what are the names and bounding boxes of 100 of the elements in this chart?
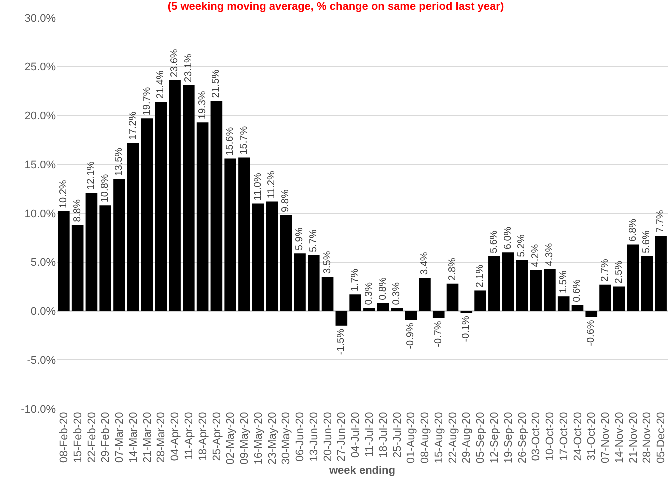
x-tick-label: 12-Sep-20	[488, 412, 501, 464]
data-label: 6.8%	[628, 218, 639, 242]
x-tick-label: 24-Oct-20	[572, 412, 584, 462]
bar	[391, 308, 404, 312]
x-tick-label: 04-Jul-20	[350, 412, 362, 458]
bar	[474, 290, 486, 312]
data-label: 4.3%	[544, 243, 556, 266]
data-label: 11.0%	[252, 173, 264, 201]
x-tick-label: 11-Jul-20	[364, 412, 376, 458]
x-tick-label: 20-Jun-20	[322, 412, 334, 462]
data-label: 15.6%	[225, 127, 236, 156]
bar	[210, 101, 223, 312]
bar	[294, 254, 306, 312]
y-tick-label: 25.0%	[24, 62, 56, 74]
x-tick-label: 15-Aug-20	[433, 412, 446, 464]
x-tick-label: 28-Mar-20	[156, 412, 168, 463]
x-tick-label: 25-Jul-20	[392, 412, 404, 458]
bar	[127, 143, 140, 312]
x-tick-label: 10-Oct-20	[544, 412, 557, 462]
data-label: 21.4%	[156, 70, 167, 100]
x-tick-label: 07-Mar-20	[114, 412, 126, 463]
data-label: 12.1%	[86, 162, 98, 190]
bar	[141, 118, 154, 312]
x-tick-label: 25-Apr-20	[211, 412, 224, 462]
y-tick-label: 20.0%	[24, 110, 56, 123]
bar	[641, 256, 654, 312]
bar	[238, 158, 250, 312]
bar	[627, 244, 640, 312]
x-tick-label: 07-Nov-20	[600, 412, 612, 464]
bar	[405, 311, 417, 320]
data-label: 0.3%	[392, 282, 403, 306]
y-tick-label: -10.0%	[21, 404, 56, 416]
chart-title: (5 weeking moving average, % change on same period last year)	[168, 1, 504, 14]
data-label: -0.7%	[433, 321, 444, 348]
bar	[350, 294, 362, 312]
data-label: 0.6%	[572, 279, 584, 302]
bar	[558, 296, 570, 312]
x-tick-label: 31-Oct-20	[586, 412, 598, 462]
bar	[183, 85, 195, 312]
bar	[572, 305, 584, 312]
data-label: 19.7%	[142, 87, 153, 116]
bar	[516, 260, 528, 312]
x-tick-label: 11-Apr-20	[183, 412, 196, 460]
bar	[432, 311, 445, 318]
x-tick-label: 04-Apr-20	[170, 412, 182, 462]
bar	[224, 158, 236, 312]
data-label: 1.7%	[350, 268, 362, 292]
x-tick-label: 18-Jul-20	[378, 412, 390, 458]
x-tick-label: 03-Oct-20	[530, 412, 543, 462]
data-label: 0.8%	[378, 278, 389, 300]
data-label: 11.2%	[266, 171, 278, 199]
bar	[336, 311, 348, 326]
data-label: 13.5%	[114, 148, 125, 176]
bar	[252, 204, 264, 312]
data-label: 23.6%	[170, 49, 181, 78]
data-label: 5.7%	[308, 230, 320, 253]
x-tick-label: 08-Aug-20	[420, 412, 432, 464]
x-tick-label: 30-May-20	[280, 412, 293, 465]
bar	[72, 225, 84, 312]
data-label: 4.2%	[530, 244, 542, 268]
data-label: 5.6%	[642, 230, 653, 254]
bar	[614, 286, 626, 312]
data-label: 0.3%	[364, 282, 375, 306]
data-label: 7.7%	[656, 210, 667, 233]
y-tick-label: 30.0%	[24, 12, 56, 25]
data-label: -0.6%	[586, 320, 598, 346]
bar	[419, 278, 431, 312]
x-tick-label: 06-Jun-20	[294, 412, 307, 462]
y-tick-label: -5.0%	[27, 354, 56, 367]
bar	[586, 311, 598, 318]
x-tick-label: 29-Aug-20	[461, 412, 474, 464]
x-tick-label: 22-Aug-20	[447, 412, 460, 464]
data-label: 10.2%	[58, 180, 70, 209]
data-label: 5.6%	[488, 230, 500, 254]
data-label: -0.1%	[461, 316, 472, 342]
bar	[196, 122, 209, 312]
x-tick-label: 14-Nov-20	[614, 412, 626, 464]
bar	[86, 192, 98, 312]
y-tick-label: 0.0%	[30, 306, 56, 318]
bar	[544, 269, 556, 312]
x-tick-label: 02-May-20	[225, 412, 238, 465]
bar	[600, 284, 612, 312]
bar	[530, 270, 542, 312]
x-tick-label: 05-Dec-20	[656, 412, 668, 464]
data-label: 2.8%	[447, 258, 458, 281]
bar	[58, 212, 70, 312]
y-tick-label: 5.0%	[30, 257, 56, 270]
x-tick-label: 29-Feb-20	[100, 412, 112, 463]
bar	[446, 284, 459, 312]
bar	[155, 102, 168, 312]
x-tick-label: 19-Sep-20	[502, 412, 515, 464]
bar	[169, 80, 181, 312]
x-tick-label: 28-Nov-20	[642, 412, 654, 464]
x-tick-label: 01-Aug-20	[406, 412, 418, 464]
bar	[308, 256, 320, 312]
x-axis-title: week ending	[328, 464, 396, 477]
data-label: -0.9%	[406, 323, 417, 350]
data-label: 3.5%	[322, 251, 334, 274]
data-label: -1.5%	[336, 328, 348, 356]
data-label: 2.7%	[600, 258, 612, 282]
